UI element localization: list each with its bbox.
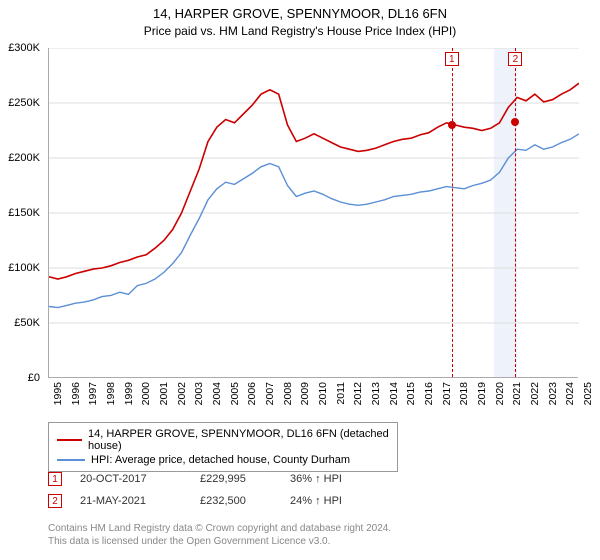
legend-swatch bbox=[57, 439, 82, 441]
sale-marker-box: 1 bbox=[445, 52, 459, 66]
sale-row-date: 21-MAY-2021 bbox=[80, 495, 200, 507]
x-axis-label: 2012 bbox=[352, 382, 364, 405]
x-axis-label: 2020 bbox=[494, 382, 506, 405]
x-axis-label: 2009 bbox=[299, 382, 311, 405]
legend-item: 14, HARPER GROVE, SPENNYMOOR, DL16 6FN (… bbox=[57, 427, 389, 453]
x-axis-label: 2019 bbox=[476, 382, 488, 405]
y-axis: £0£50K£100K£150K£200K£250K£300K bbox=[0, 48, 44, 378]
sale-marker-dot bbox=[448, 121, 456, 129]
sale-row-pct: 24% ↑ HPI bbox=[290, 495, 370, 507]
y-axis-label: £300K bbox=[8, 42, 40, 54]
sale-row: 1 20-OCT-2017£229,99536% ↑ HPI bbox=[48, 468, 578, 490]
legend: 14, HARPER GROVE, SPENNYMOOR, DL16 6FN (… bbox=[48, 422, 398, 472]
x-axis-label: 2008 bbox=[282, 382, 294, 405]
x-axis-label: 2022 bbox=[529, 382, 541, 405]
x-axis-label: 2017 bbox=[441, 382, 453, 405]
x-axis-label: 2002 bbox=[176, 382, 188, 405]
legend-label: HPI: Average price, detached house, Coun… bbox=[91, 454, 350, 466]
y-axis-label: £0 bbox=[28, 372, 40, 384]
x-axis-label: 2003 bbox=[193, 382, 205, 405]
sale-table: 1 20-OCT-2017£229,99536% ↑ HPI 2 21-MAY-202… bbox=[48, 468, 578, 512]
x-axis-label: 1999 bbox=[123, 382, 135, 405]
x-axis-label: 1996 bbox=[70, 382, 82, 405]
x-axis-label: 2005 bbox=[229, 382, 241, 405]
series-line bbox=[49, 134, 579, 308]
y-axis-label: £150K bbox=[8, 207, 40, 219]
sale-marker-dot bbox=[511, 118, 519, 126]
sale-marker-box: 2 bbox=[508, 52, 522, 66]
y-axis-label: £100K bbox=[8, 262, 40, 274]
sale-row-marker: 2 bbox=[48, 494, 62, 508]
x-axis-label: 1998 bbox=[105, 382, 117, 405]
sale-marker-line bbox=[452, 48, 453, 377]
x-axis-label: 2007 bbox=[264, 382, 276, 405]
sale-row-price: £229,995 bbox=[200, 473, 290, 485]
chart-svg bbox=[49, 48, 579, 378]
sale-row-pct: 36% ↑ HPI bbox=[290, 473, 370, 485]
x-axis-label: 1995 bbox=[52, 382, 64, 405]
x-axis-label: 2018 bbox=[458, 382, 470, 405]
x-axis-label: 1997 bbox=[87, 382, 99, 405]
sale-row-date: 20-OCT-2017 bbox=[80, 473, 200, 485]
y-axis-label: £250K bbox=[8, 97, 40, 109]
x-axis-label: 2001 bbox=[158, 382, 170, 405]
x-axis-label: 2021 bbox=[511, 382, 523, 405]
sale-marker-line bbox=[515, 48, 516, 377]
sale-row-price: £232,500 bbox=[200, 495, 290, 507]
attribution: Contains HM Land Registry data © Crown c… bbox=[48, 522, 578, 548]
series-line bbox=[49, 83, 579, 279]
chart-title: 14, HARPER GROVE, SPENNYMOOR, DL16 6FN bbox=[0, 6, 600, 21]
x-axis-label: 2023 bbox=[547, 382, 559, 405]
legend-item: HPI: Average price, detached house, Coun… bbox=[57, 453, 389, 467]
attribution-line: Contains HM Land Registry data © Crown c… bbox=[48, 522, 578, 535]
x-axis-label: 2011 bbox=[335, 382, 347, 405]
x-axis-label: 2014 bbox=[388, 382, 400, 405]
chart-subtitle: Price paid vs. HM Land Registry's House … bbox=[0, 24, 600, 38]
x-axis-label: 2025 bbox=[582, 382, 594, 405]
attribution-line: This data is licensed under the Open Gov… bbox=[48, 535, 578, 548]
sale-row-marker: 1 bbox=[48, 472, 62, 486]
plot-area: 12 bbox=[48, 48, 578, 378]
x-axis: 1995 1996 1997 1998 1999 2000 2001 2002 2003 2004… bbox=[48, 378, 578, 424]
legend-swatch bbox=[57, 459, 85, 461]
legend-label: 14, HARPER GROVE, SPENNYMOOR, DL16 6FN (… bbox=[88, 428, 389, 452]
x-axis-label: 2016 bbox=[423, 382, 435, 405]
y-axis-label: £50K bbox=[14, 317, 40, 329]
sale-row: 2 21-MAY-2021£232,50024% ↑ HPI bbox=[48, 490, 578, 512]
x-axis-label: 2013 bbox=[370, 382, 382, 405]
x-axis-label: 2024 bbox=[564, 382, 576, 405]
x-axis-label: 2004 bbox=[211, 382, 223, 405]
x-axis-label: 2015 bbox=[405, 382, 417, 405]
x-axis-label: 2000 bbox=[140, 382, 152, 405]
x-axis-label: 2010 bbox=[317, 382, 329, 405]
x-axis-label: 2006 bbox=[246, 382, 258, 405]
y-axis-label: £200K bbox=[8, 152, 40, 164]
